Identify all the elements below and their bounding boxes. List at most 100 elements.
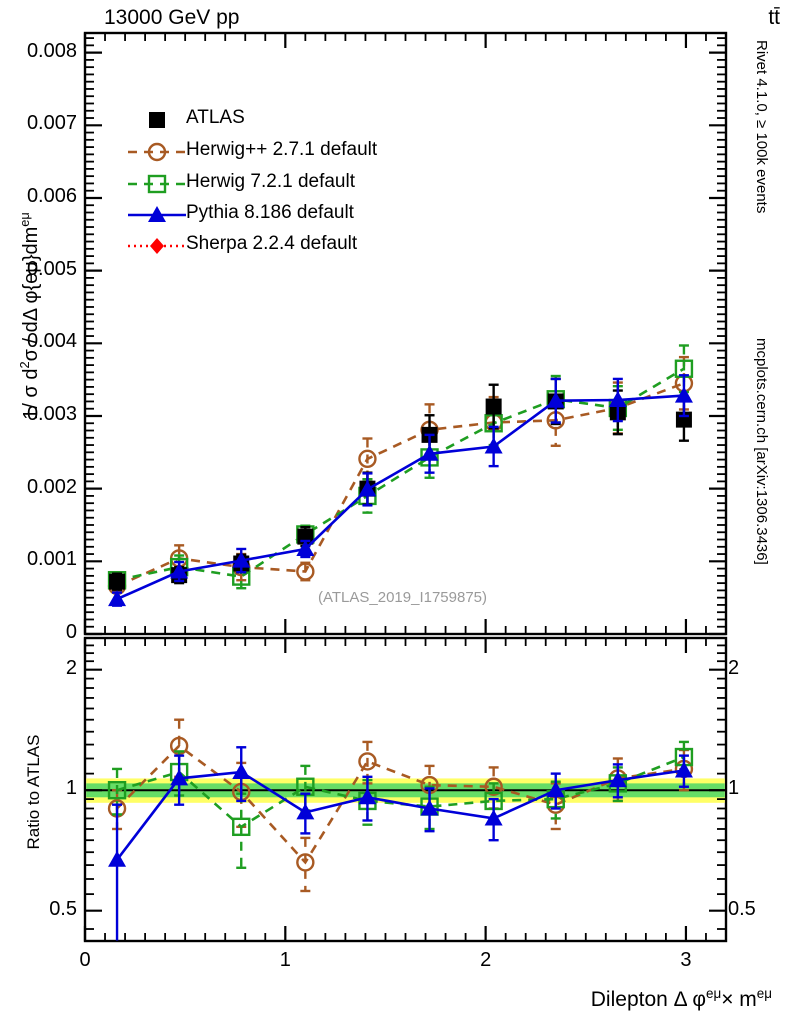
marker-square-open (107, 571, 127, 590)
legend-label: Pythia 8.186 default (186, 202, 354, 223)
main-panel-frame (83, 31, 728, 636)
marker-square-open (484, 791, 503, 811)
marker-square-open (147, 174, 167, 194)
ratio-y-tick-label: 1 (65, 777, 77, 800)
marker-triangle-filled (420, 444, 439, 461)
marker-triangle-filled (170, 562, 189, 579)
marker-square-open (296, 525, 315, 544)
series-line (116, 744, 685, 865)
marker-circle-open (420, 775, 439, 795)
marker-square-filled (171, 567, 188, 584)
marker-triangle-filled (296, 539, 315, 556)
marker-triangle-filled (674, 386, 693, 403)
marker-square-open (107, 780, 127, 800)
marker-square-filled (675, 411, 692, 428)
marker-triangle-filled (358, 788, 377, 805)
marker-square-open (358, 791, 377, 811)
legend-label: Herwig++ 2.7.1 default (186, 139, 378, 160)
series-pythia-8-186-default-main (108, 374, 693, 607)
marker-circle-open (169, 736, 189, 756)
marker-square-filled (359, 480, 376, 497)
marker-circle-open (608, 769, 628, 788)
marker-circle-open (107, 576, 127, 596)
ratio-y-tick-label-right: 0.5 (728, 897, 756, 920)
analysis-watermark: (ATLAS_2019_I1759875) (318, 589, 488, 606)
marker-square-open (674, 747, 694, 767)
marker-triangle-filled (358, 480, 377, 497)
header-process-label: tt̄ (768, 6, 780, 29)
marker-circle-open (107, 799, 127, 818)
series-atlas-main (109, 377, 692, 591)
main-y-tick-label: 0.001 (26, 548, 77, 571)
marker-square-filled (485, 398, 502, 415)
series-line (116, 755, 685, 829)
marker-square-filled (297, 528, 314, 545)
legend-marker (147, 142, 167, 162)
marker-triangle-filled (484, 437, 503, 454)
side-note-mcplots: mcplots.cern.ch [arXiv:1306.3436] (753, 338, 770, 565)
marker-circle-open (484, 777, 503, 796)
marker-circle-open (674, 374, 694, 393)
marker-square-open (420, 797, 439, 816)
series-herwig-2-7-1-default-ratio (107, 718, 694, 893)
marker-triangle-filled (546, 391, 565, 408)
x-axis-label: Dilepton Δ φeμ× meμ (590, 986, 772, 1011)
x-tick-label: 2 (480, 949, 492, 971)
outer-band (86, 778, 725, 803)
series-line (116, 394, 684, 601)
marker-triangle-filled (608, 771, 627, 788)
main-y-tick-label: 0.003 (26, 402, 77, 425)
ratio-panel-frame (83, 636, 728, 943)
main-y-axis-label: 1/ σ d2σ / dΔ φ{eμ}dmeμ (17, 212, 42, 420)
marker-circle-open (484, 413, 503, 432)
marker-triangle-filled (420, 799, 439, 816)
marker-circle-open (147, 142, 167, 162)
marker-square-open (232, 817, 251, 837)
series-herwig-7-2-1-default-ratio (107, 740, 694, 869)
marker-triangle-filled (170, 769, 189, 786)
legend-label: ATLAS (186, 107, 245, 128)
ratio-y-tick-label-right: 1 (728, 777, 740, 800)
marker-square-filled (109, 573, 126, 590)
marker-square-open (358, 486, 377, 506)
header-beam-label: 13000 GeV pp (104, 6, 240, 29)
legend-label: Sherpa 2.2.4 default (186, 233, 358, 254)
marker-triangle-filled (674, 761, 693, 778)
series-line (116, 367, 685, 582)
marker-circle-open (232, 782, 251, 802)
main-y-tick-label: 0.006 (26, 184, 77, 207)
series-herwig-2-7-1-default-main (107, 355, 694, 596)
marker-circle-open (546, 795, 565, 814)
marker-circle-open (546, 411, 565, 430)
marker-triangle-filled (232, 763, 251, 780)
marker-circle-open (420, 420, 439, 439)
marker-square-open (546, 390, 565, 409)
marker-square-filled (233, 555, 250, 572)
marker-square-filled (609, 404, 626, 421)
marker-triangle-filled (232, 551, 251, 568)
series-line (116, 382, 685, 588)
marker-circle-open (608, 398, 628, 418)
x-tick-label: 1 (279, 949, 291, 971)
series-line (115, 769, 685, 861)
marker-circle-open (232, 557, 251, 577)
marker-circle-open (674, 759, 694, 779)
marker-triangle-filled (148, 206, 166, 222)
x-tick-label: 3 (680, 949, 692, 971)
main-y-tick-label: 0.008 (26, 39, 77, 62)
marker-circle-open (296, 562, 315, 581)
marker-square-filled (547, 393, 564, 410)
marker-triangle-filled (484, 809, 503, 826)
marker-square-filled (149, 112, 165, 128)
marker-square-open (169, 557, 189, 577)
marker-square-open (608, 774, 628, 793)
marker-circle-open (358, 752, 377, 771)
marker-triangle-filled (546, 781, 565, 798)
main-y-tick-label: 0 (65, 621, 77, 643)
legend-marker (149, 112, 165, 128)
series-herwig-7-2-1-default-main (107, 344, 694, 590)
marker-diamond-filled (150, 238, 164, 254)
ratio-y-tick-label: 2 (65, 656, 77, 679)
